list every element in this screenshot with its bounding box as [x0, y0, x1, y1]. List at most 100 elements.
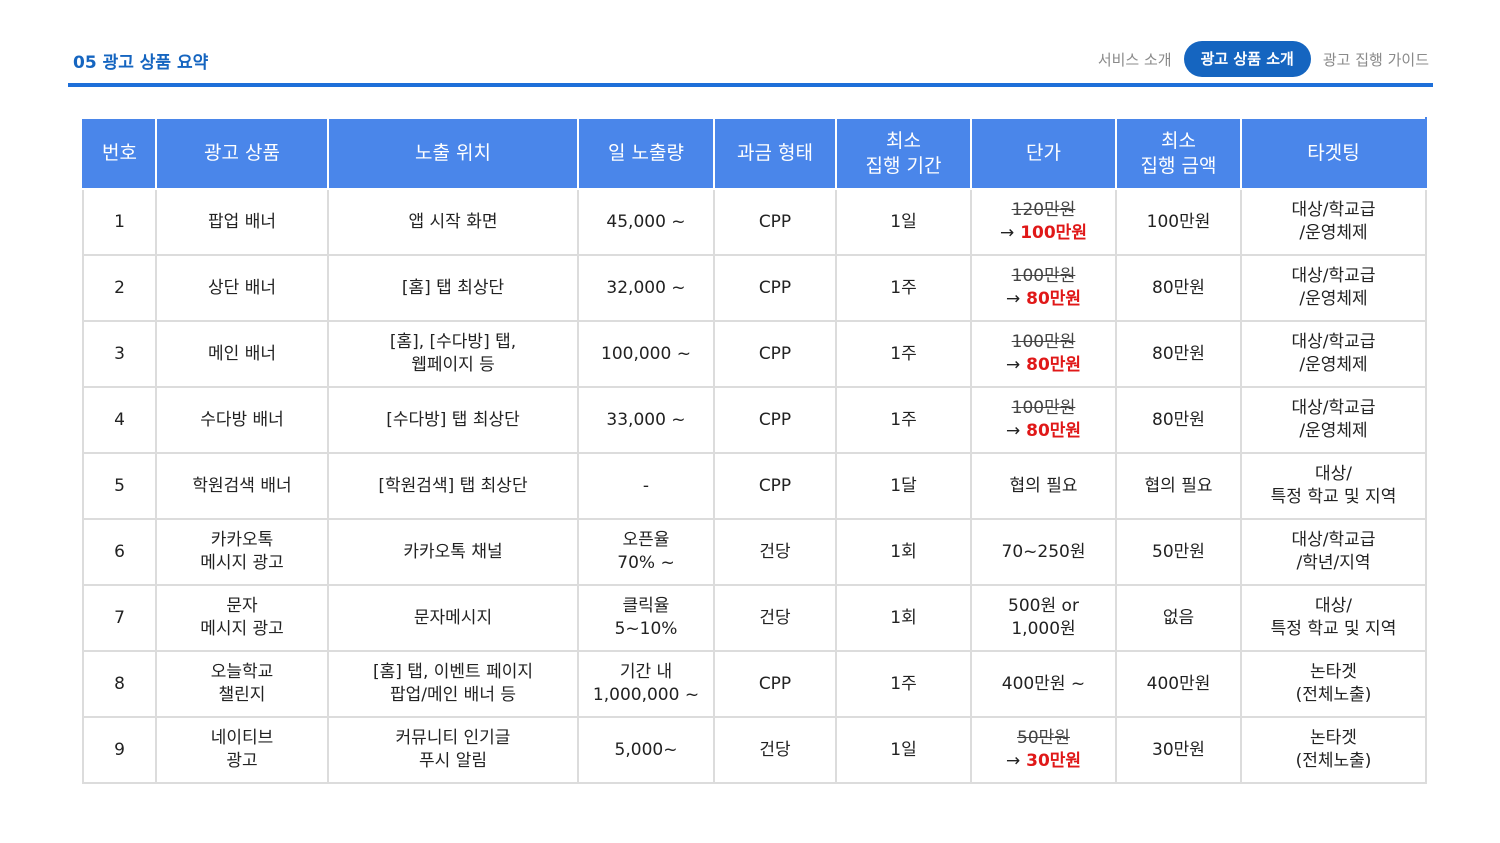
col-targeting-cell: 대상/ 특정 학교 및 지역	[1240, 452, 1427, 520]
col-number-cell: 7	[82, 584, 157, 652]
col-billing-type-cell: CPP	[713, 452, 837, 520]
arrow-icon: →	[1005, 289, 1021, 309]
col-min-period-cell: 1달	[835, 452, 972, 520]
col-placement-cell: [홈] 탭, 이벤트 페이지 팝업/메인 배너 등	[327, 650, 579, 718]
table-header-row: 번호 광고 상품 노출 위치 일 노출량 과금 형태 최소 집행 기간 단가 최소 집행 금액…	[82, 117, 1427, 190]
col-min-period-cell: 1주	[835, 386, 972, 454]
col-placement-cell: 앱 시작 화면	[327, 188, 579, 256]
col-ad-product-cell: 수다방 배너	[155, 386, 329, 454]
col-number-cell: 8	[82, 650, 157, 718]
col-unit-price-cell: 100만원 → 80만원	[970, 320, 1117, 388]
col-daily-impressions-cell: 오픈율 70% ~	[577, 518, 715, 586]
col-ad-product-cell: 카카오톡 메시지 광고	[155, 518, 329, 586]
col-min-period-header: 최소 집행 기간	[835, 117, 972, 190]
tab-ad-products[interactable]: 광고 상품 소개	[1183, 41, 1311, 77]
table-row: 2 상단 배너 [홈] 탭 최상단 32,000 ~ CPP 1주 100만원 → 80만원 8…	[82, 254, 1427, 322]
col-unit-price-cell: 협의 필요	[970, 452, 1117, 520]
col-ad-product-cell: 팝업 배너	[155, 188, 329, 256]
col-billing-type-cell: CPP	[713, 254, 837, 322]
discounted-price: → 80만원	[976, 288, 1111, 311]
col-targeting-cell: 대상/학교급 /운영체제	[1240, 386, 1427, 454]
col-ad-product-cell: 메인 배너	[155, 320, 329, 388]
col-targeting-cell: 대상/학교급 /운영체제	[1240, 254, 1427, 322]
col-ad-product-cell: 오늘학교 챌린지	[155, 650, 329, 718]
col-billing-type-header: 과금 형태	[713, 117, 837, 190]
col-number-cell: 3	[82, 320, 157, 388]
col-unit-price-cell: 400만원 ~	[970, 650, 1117, 718]
arrow-icon: →	[1005, 421, 1021, 441]
original-price: 100만원	[1011, 332, 1076, 352]
col-daily-impressions-cell: -	[577, 452, 715, 520]
col-min-amount-cell: 80만원	[1115, 254, 1242, 322]
col-min-amount-cell: 100만원	[1115, 188, 1242, 256]
page-title: 05 광고 상품 요약	[73, 53, 209, 73]
original-price: 100만원	[1011, 266, 1076, 286]
col-billing-type-cell: CPP	[713, 188, 837, 256]
table-row: 3 메인 배너 [홈], [수다방] 탭, 웹페이지 등 100,000 ~ CPP 1주…	[82, 320, 1427, 388]
col-unit-price-cell: 70~250원	[970, 518, 1117, 586]
col-min-amount-cell: 30만원	[1115, 716, 1242, 784]
col-ad-product-cell: 네이티브 광고	[155, 716, 329, 784]
col-min-amount-cell: 80만원	[1115, 386, 1242, 454]
col-number-cell: 5	[82, 452, 157, 520]
arrow-icon: →	[1000, 223, 1015, 243]
col-billing-type-cell: CPP	[713, 650, 837, 718]
col-placement-cell: 문자메시지	[327, 584, 579, 652]
arrow-icon: →	[1005, 751, 1021, 771]
col-daily-impressions-cell: 기간 내 1,000,000 ~	[577, 650, 715, 718]
col-targeting-cell: 대상/ 특정 학교 및 지역	[1240, 584, 1427, 652]
col-min-amount-cell: 80만원	[1115, 320, 1242, 388]
col-billing-type-cell: 건당	[713, 518, 837, 586]
table-row: 9 네이티브 광고 커뮤니티 인기글 푸시 알림 5,000~ 건당 1일 50만원 → 30…	[82, 716, 1427, 784]
col-min-period-cell: 1회	[835, 518, 972, 586]
discounted-price-value: 100만원	[1020, 223, 1087, 243]
col-billing-type-cell: CPP	[713, 320, 837, 388]
col-min-amount-cell: 400만원	[1115, 650, 1242, 718]
discounted-price: → 80만원	[976, 420, 1111, 443]
col-number-cell: 2	[82, 254, 157, 322]
col-number-cell: 1	[82, 188, 157, 256]
col-ad-product-header: 광고 상품	[155, 117, 329, 190]
discounted-price-value: 30만원	[1026, 751, 1082, 771]
col-unit-price-cell: 100만원 → 80만원	[970, 254, 1117, 322]
arrow-icon: →	[1005, 355, 1021, 375]
header-divider	[68, 83, 1433, 87]
table-row: 4 수다방 배너 [수다방] 탭 최상단 33,000 ~ CPP 1주 100만원 → 80…	[82, 386, 1427, 454]
col-min-period-cell: 1회	[835, 584, 972, 652]
col-number-header: 번호	[82, 117, 157, 190]
original-price: 100만원	[1011, 398, 1076, 418]
table-row: 5 학원검색 배너 [학원검색] 탭 최상단 - CPP 1달 협의 필요 협의 필요 대상/ …	[82, 452, 1427, 520]
col-min-period-cell: 1일	[835, 188, 972, 256]
table-row: 7 문자 메시지 광고 문자메시지 클릭율 5~10% 건당 1회 500원 or 1,00…	[82, 584, 1427, 652]
col-placement-cell: 커뮤니티 인기글 푸시 알림	[327, 716, 579, 784]
discounted-price-value: 80만원	[1026, 421, 1082, 441]
col-unit-price-cell: 50만원 → 30만원	[970, 716, 1117, 784]
col-unit-price-cell: 100만원 → 80만원	[970, 386, 1117, 454]
tab-ad-guide[interactable]: 광고 집행 가이드	[1322, 50, 1429, 69]
col-ad-product-cell: 문자 메시지 광고	[155, 584, 329, 652]
col-placement-cell: [홈] 탭 최상단	[327, 254, 579, 322]
col-daily-impressions-header: 일 노출량	[577, 117, 715, 190]
col-min-amount-header: 최소 집행 금액	[1115, 117, 1242, 190]
col-daily-impressions-cell: 클릭율 5~10%	[577, 584, 715, 652]
tab-service-intro[interactable]: 서비스 소개	[1097, 50, 1172, 69]
col-placement-cell: [수다방] 탭 최상단	[327, 386, 579, 454]
col-placement-cell: 카카오톡 채널	[327, 518, 579, 586]
col-targeting-cell: 대상/학교급 /학년/지역	[1240, 518, 1427, 586]
col-targeting-cell: 논타겟 (전체노출)	[1240, 716, 1427, 784]
col-min-period-cell: 1주	[835, 254, 972, 322]
discounted-price: → 100만원	[976, 222, 1111, 245]
ad-products-table: 번호 광고 상품 노출 위치 일 노출량 과금 형태 최소 집행 기간 단가 최소 집행 금액…	[82, 117, 1427, 784]
col-billing-type-cell: 건당	[713, 716, 837, 784]
col-placement-header: 노출 위치	[327, 117, 579, 190]
col-ad-product-cell: 상단 배너	[155, 254, 329, 322]
col-min-period-cell: 1일	[835, 716, 972, 784]
page-header: 05 광고 상품 요약 서비스 소개 광고 상품 소개 광고 집행 가이드	[70, 40, 1433, 80]
col-min-period-cell: 1주	[835, 650, 972, 718]
col-targeting-cell: 대상/학교급 /운영체제	[1240, 320, 1427, 388]
table-row: 1 팝업 배너 앱 시작 화면 45,000 ~ CPP 1일 120만원 → 100만원 10…	[82, 188, 1427, 256]
col-daily-impressions-cell: 100,000 ~	[577, 320, 715, 388]
col-unit-price-header: 단가	[970, 117, 1117, 190]
col-daily-impressions-cell: 45,000 ~	[577, 188, 715, 256]
col-billing-type-cell: 건당	[713, 584, 837, 652]
